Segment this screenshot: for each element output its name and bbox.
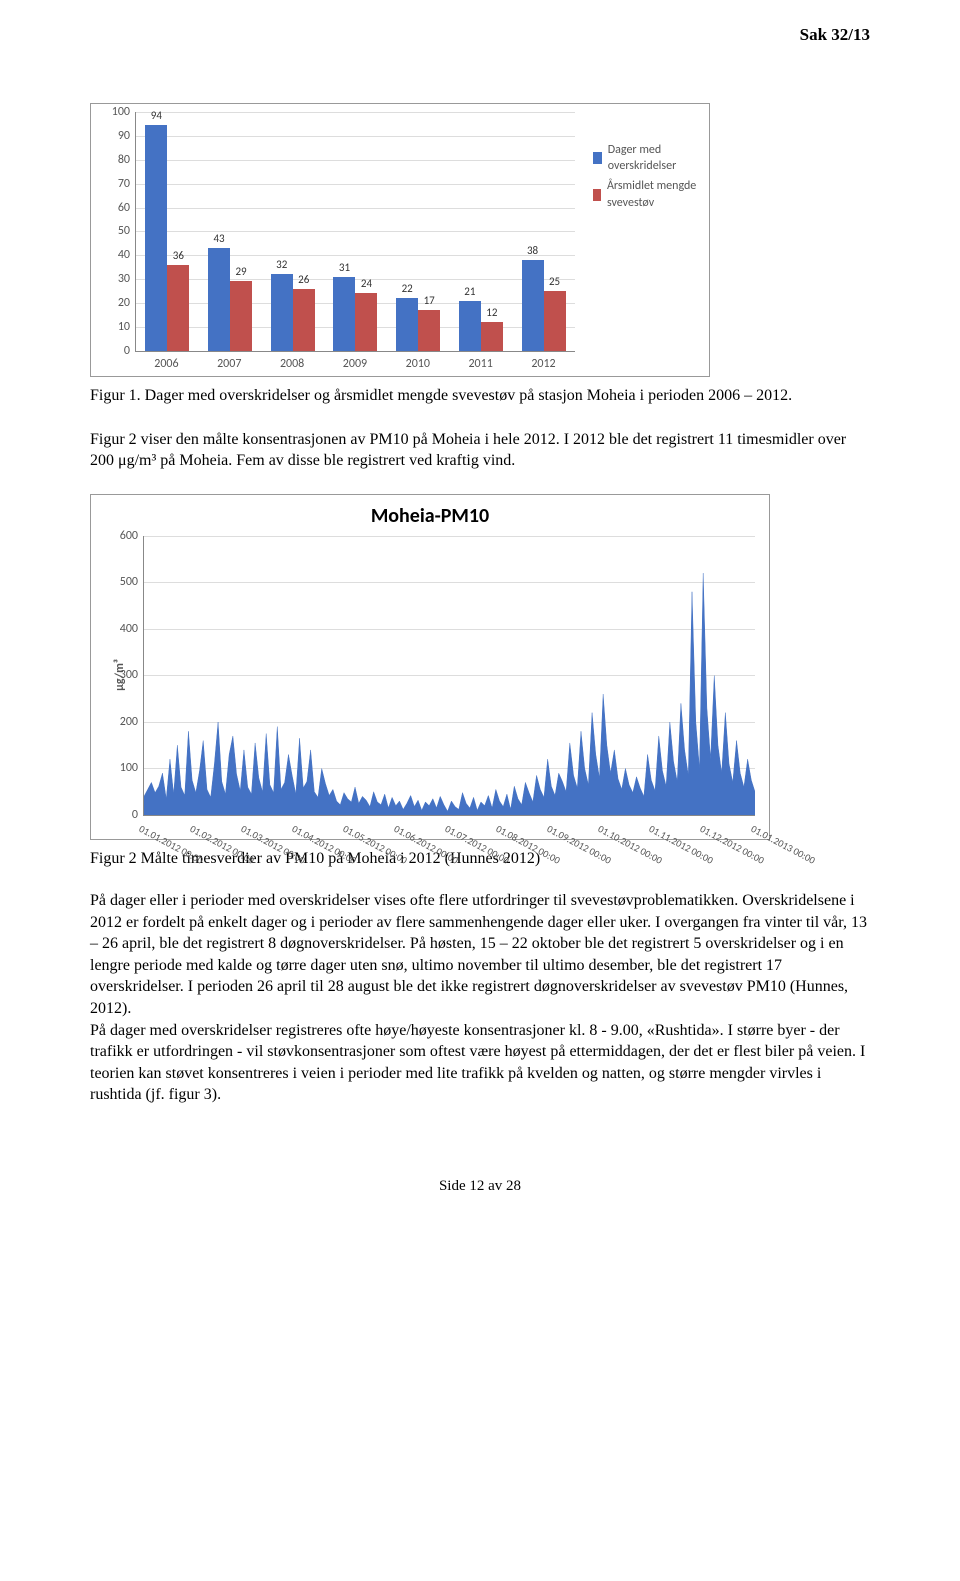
legend-label: Årsmidlet mengde svevestøv <box>607 178 699 210</box>
paragraph: Figur 2 viser den målte konsentrasjonen … <box>90 429 870 472</box>
chart2-title: Moheia-PM10 <box>101 503 759 530</box>
figure1-caption: Figur 1. Dager med overskridelser og års… <box>90 385 870 407</box>
legend-swatch-icon <box>593 189 601 201</box>
chart1-x-axis: 2006200720082009201020112012 <box>135 352 575 372</box>
legend-item: Årsmidlet mengde svevestøv <box>593 178 699 210</box>
legend-item: Dager med overskridelser <box>593 142 699 174</box>
chart2-x-axis: 01.01.2012 00:0001.02.2012 00:0001.03.20… <box>143 816 755 836</box>
body-paragraph: På dager eller i perioder med overskride… <box>90 890 870 1106</box>
chart1-container: 0102030405060708090100 94364329322631242… <box>90 103 710 377</box>
page-footer: Side 12 av 28 <box>90 1176 870 1196</box>
chart2-container: Moheia-PM10 μg/m³ 0100200300400500600 01… <box>90 494 770 841</box>
chart1-legend: Dager med overskridelser Årsmidlet mengd… <box>593 142 699 372</box>
legend-swatch-icon <box>593 152 602 164</box>
legend-label: Dager med overskridelser <box>608 142 699 174</box>
chart2-y-axis: 0100200300400500600 <box>108 536 140 815</box>
chart1-plot: 0102030405060708090100 94364329322631242… <box>135 112 575 352</box>
chart1-bars: 9436432932263124221721123825 <box>136 112 575 351</box>
chart2-line <box>144 536 755 815</box>
chart1-y-axis: 0102030405060708090100 <box>102 112 132 351</box>
case-reference: Sak 32/13 <box>90 24 870 47</box>
chart2-plot: μg/m³ 0100200300400500600 <box>143 536 755 816</box>
